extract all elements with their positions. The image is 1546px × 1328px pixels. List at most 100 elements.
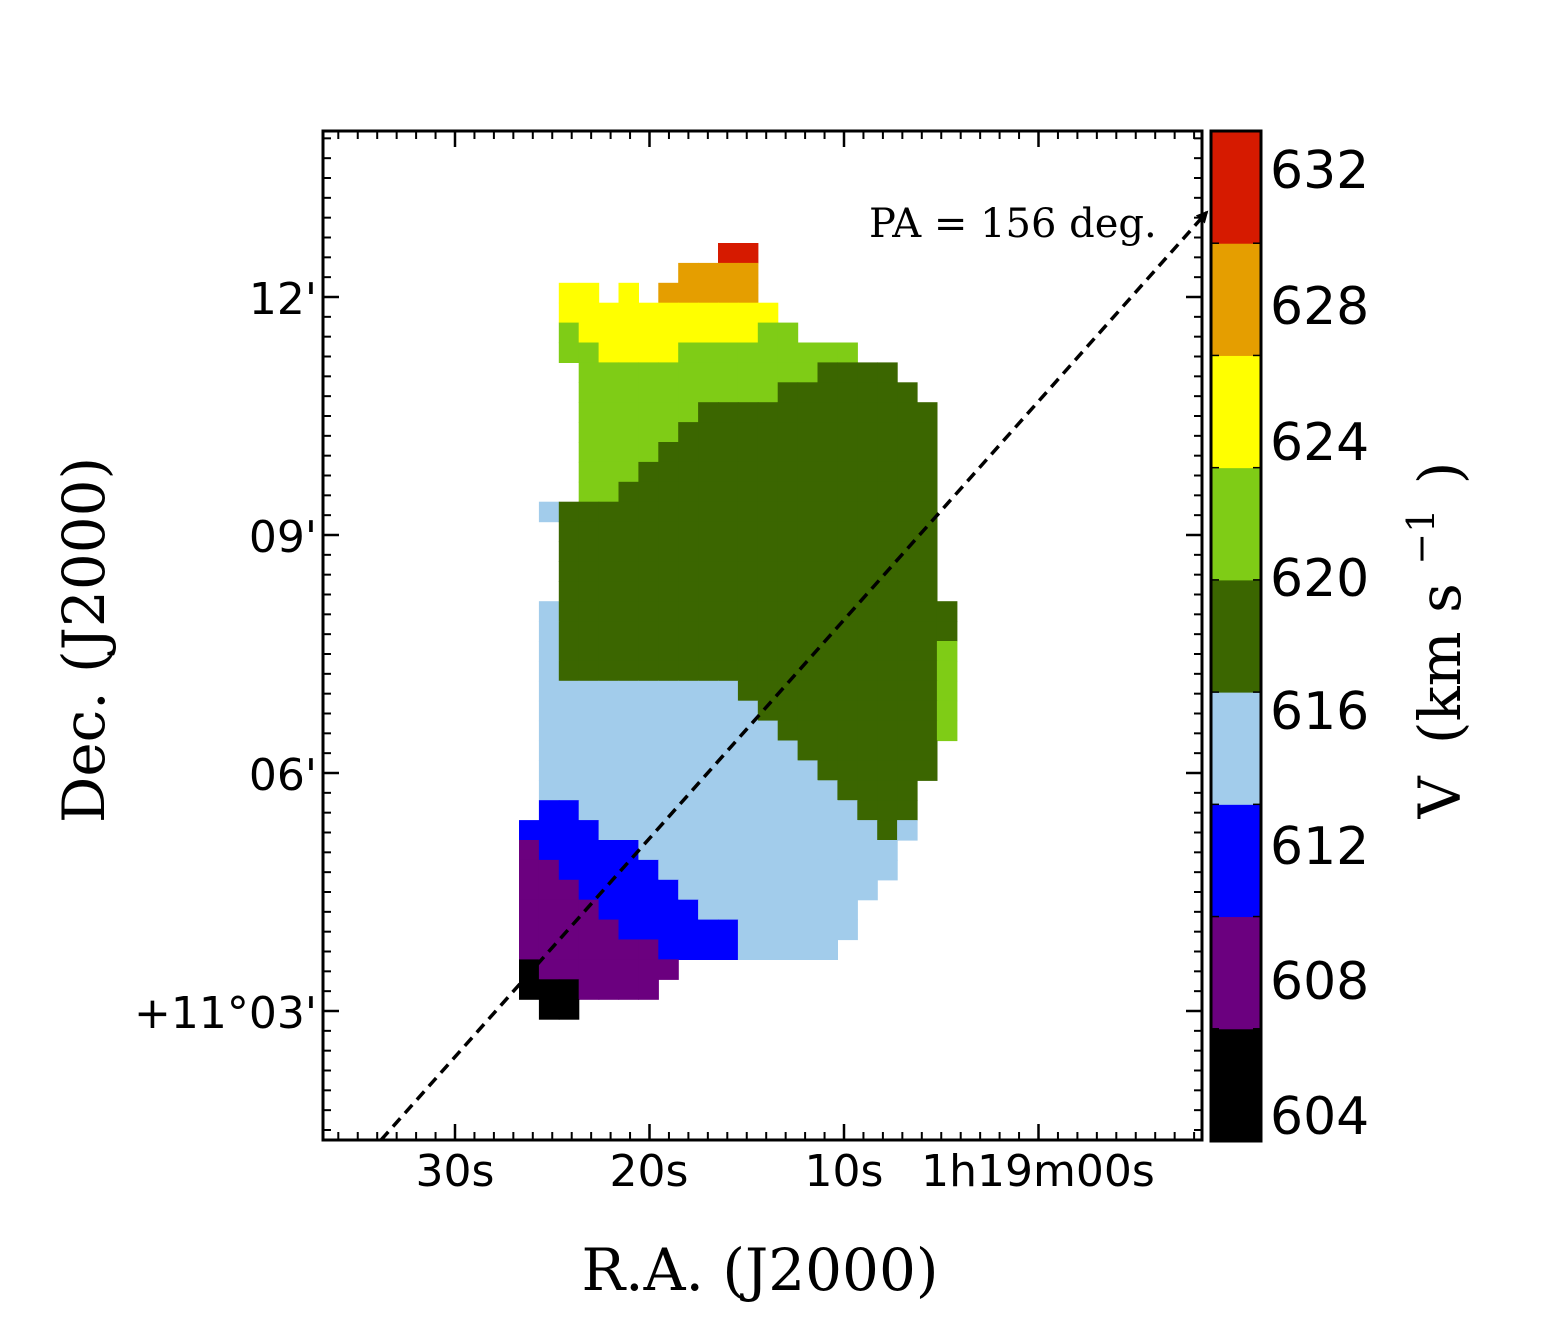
map-cell — [897, 740, 918, 761]
map-cell — [737, 641, 759, 662]
map-cell — [578, 601, 600, 622]
map-cell — [897, 442, 918, 463]
map-cell — [638, 899, 659, 921]
map-cell — [817, 461, 838, 483]
map-cell — [718, 680, 739, 702]
map-cell — [618, 820, 639, 841]
map-cell — [718, 859, 739, 881]
map-cell — [558, 820, 580, 841]
map-cell — [737, 501, 759, 523]
map-cell — [658, 362, 679, 383]
map-cell — [618, 302, 639, 324]
map-cell — [578, 899, 600, 921]
map-cell — [777, 720, 799, 742]
map-cell — [857, 362, 878, 383]
map-cell — [598, 939, 620, 960]
y-tick-label: +11°03' — [134, 988, 317, 1039]
map-cell — [877, 601, 898, 622]
map-cell — [777, 382, 799, 403]
map-cell — [877, 760, 898, 781]
map-cell — [558, 840, 580, 861]
map-cell — [658, 959, 679, 980]
map-cell — [737, 302, 759, 324]
colorbar-tick-label: 616 — [1270, 682, 1369, 742]
map-cell — [857, 461, 878, 483]
map-cell — [857, 402, 878, 423]
map-cell — [777, 521, 799, 543]
map-cell — [698, 859, 719, 881]
map-cell — [698, 621, 719, 642]
map-cell — [618, 879, 639, 901]
map-cell — [837, 561, 858, 582]
map-cell — [658, 740, 679, 761]
map-cell — [618, 840, 639, 861]
map-cell — [857, 561, 878, 582]
colorbar-bin — [1211, 467, 1261, 581]
map-cell — [857, 442, 878, 463]
map-cell — [718, 760, 739, 781]
map-cell — [797, 780, 819, 801]
map-cell — [817, 680, 838, 702]
map-cell — [658, 402, 679, 423]
map-cell — [837, 740, 858, 761]
map-cell — [638, 660, 659, 682]
map-cell — [638, 342, 659, 363]
map-cell — [877, 541, 898, 562]
map-cell — [837, 840, 858, 861]
map-cell — [618, 561, 639, 582]
map-cell — [618, 760, 639, 781]
map-cell — [578, 422, 600, 443]
colorbar-bin — [1211, 692, 1261, 805]
map-cell — [718, 641, 739, 662]
map-cell — [837, 442, 858, 463]
map-cell — [598, 302, 620, 324]
map-cell — [718, 342, 739, 363]
map-cell — [618, 939, 639, 960]
map-cell — [837, 362, 858, 383]
map-cell — [558, 541, 580, 562]
map-cell — [678, 899, 699, 921]
map-cell — [917, 442, 938, 463]
map-cell — [757, 879, 779, 901]
map-cell — [757, 362, 779, 383]
map-cell — [558, 680, 580, 702]
map-cell — [618, 740, 639, 761]
map-cell — [538, 800, 560, 821]
map-cell — [519, 919, 540, 941]
map-cell — [817, 760, 838, 781]
map-cell — [777, 322, 799, 344]
map-cell — [638, 641, 659, 662]
map-cell — [618, 322, 639, 344]
map-cell — [658, 680, 679, 702]
map-cell — [797, 859, 819, 881]
map-cell — [737, 262, 759, 284]
map-cell — [817, 342, 838, 363]
map-cell — [757, 800, 779, 821]
map-cell — [857, 481, 878, 503]
map-cell — [737, 481, 759, 503]
map-cell — [598, 660, 620, 682]
map-cell — [638, 322, 659, 344]
map-cell — [757, 501, 779, 523]
map-cell — [777, 481, 799, 503]
map-cell — [757, 780, 779, 801]
map-cell — [857, 521, 878, 543]
map-cell — [917, 561, 938, 582]
colorbar-frame — [1209, 129, 1263, 1143]
map-cell — [897, 402, 918, 423]
map-cell — [757, 521, 779, 543]
map-cell — [718, 919, 739, 941]
map-cell — [797, 541, 819, 562]
map-cell — [737, 541, 759, 562]
map-cell — [618, 422, 639, 443]
map-cell — [578, 820, 600, 841]
x-axis-label: R.A. (J2000) — [582, 1236, 939, 1304]
map-cell — [837, 800, 858, 821]
map-cell — [837, 601, 858, 622]
map-cell — [877, 820, 898, 841]
map-cell — [598, 959, 620, 980]
map-cell — [877, 422, 898, 443]
map-cell — [817, 740, 838, 761]
colorbar-tick-label: 608 — [1270, 952, 1369, 1012]
map-cell — [757, 641, 779, 662]
